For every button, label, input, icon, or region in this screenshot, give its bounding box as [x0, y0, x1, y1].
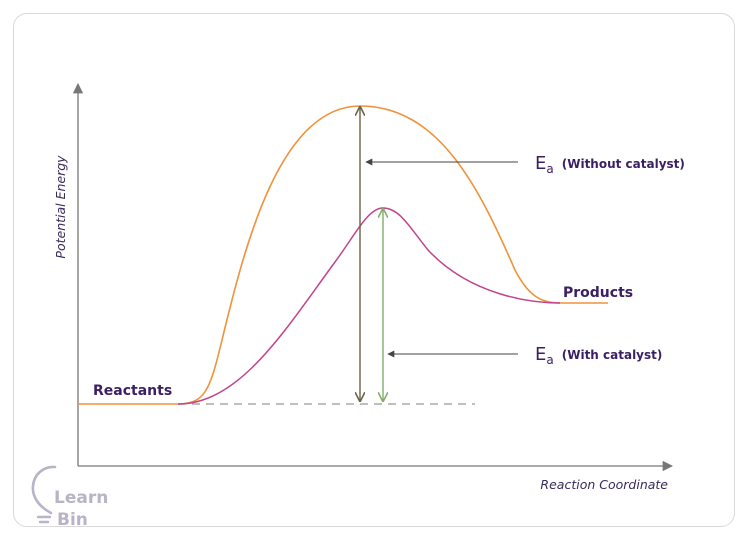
diagram-card: [13, 13, 735, 527]
y-axis-title: Potential Energy: [53, 155, 68, 259]
x-axis-title: Reaction Coordinate: [540, 477, 668, 492]
logo-text-learn: Learn: [54, 488, 108, 508]
lightbulb-icon: [31, 465, 57, 524]
ea-without-catalyst-label: Ea (Without catalyst): [535, 153, 685, 176]
learnbin-logo: Learn Bin: [31, 465, 108, 530]
uncatalyzed-curve: [78, 105, 608, 405]
ea-with-catalyst-label: Ea (With catalyst): [535, 344, 662, 367]
catalyzed-curve: [177, 207, 561, 405]
logo-text-bin: Bin: [57, 510, 88, 530]
reactants-label: Reactants: [93, 383, 172, 399]
products-label: Products: [563, 285, 633, 301]
